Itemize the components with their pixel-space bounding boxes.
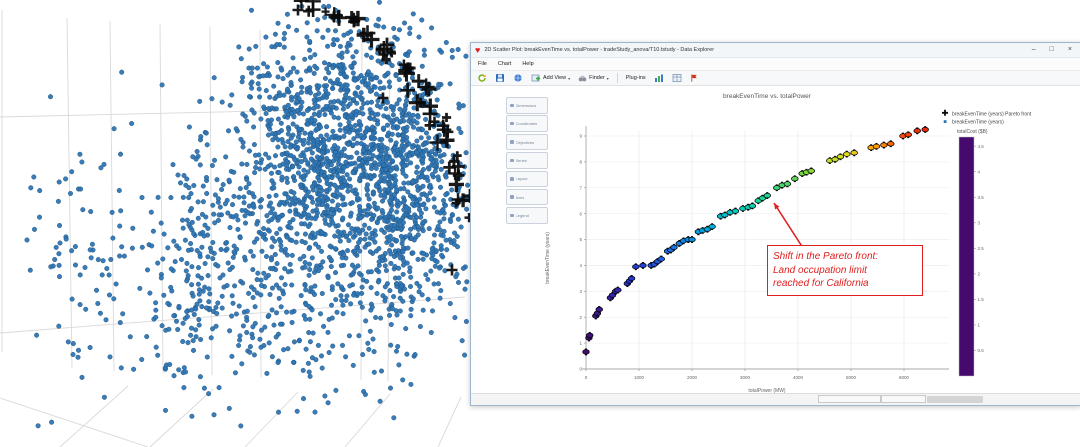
svg-text:1.5: 1.5: [978, 297, 985, 302]
svg-text:0: 0: [585, 375, 588, 380]
svg-text:0.5: 0.5: [978, 348, 985, 353]
svg-text:2000: 2000: [687, 375, 698, 380]
svg-text:2: 2: [579, 315, 582, 320]
bar-chart-icon: [654, 74, 663, 82]
table-icon: [672, 74, 682, 82]
plug-ins-button[interactable]: Plug-ins: [625, 75, 646, 81]
svg-text:2: 2: [978, 271, 981, 276]
layout-icon: [510, 177, 514, 181]
y-axis-label: breakEvenTime (years): [545, 232, 551, 284]
window-title: 2D Scatter Plot: breakEvenTime vs. total…: [484, 47, 715, 53]
sidebar-button-series[interactable]: Series: [506, 152, 548, 169]
sidebar-button-layout[interactable]: Layout: [506, 170, 548, 188]
svg-text:4: 4: [978, 169, 981, 174]
svg-text:6: 6: [579, 211, 582, 216]
legend-label-pareto: breakEvenTime (years) Pareto front: [952, 112, 1032, 118]
chevron-down-icon: ▾: [568, 75, 571, 81]
flag-tool-button[interactable]: [688, 72, 701, 84]
flag-icon: [690, 74, 697, 82]
svg-text:3: 3: [579, 289, 582, 294]
svg-text:3: 3: [978, 220, 981, 225]
close-button[interactable]: ×: [1067, 46, 1072, 53]
statusbar: [471, 393, 1080, 405]
svg-text:5000: 5000: [846, 375, 857, 380]
dimensions-icon: [510, 103, 514, 107]
table-tool-button[interactable]: [670, 72, 684, 84]
data-explorer-window: ♥ 2D Scatter Plot: breakEvenTime vs. tot…: [470, 42, 1080, 406]
toolbar-separator: [616, 73, 618, 83]
refresh-button[interactable]: [475, 72, 489, 84]
chart-tool-button[interactable]: [652, 72, 666, 84]
scrollbar-thumb[interactable]: [927, 396, 983, 403]
app-logo-heart-icon: ♥: [475, 44, 481, 55]
maximize-button[interactable]: □: [1049, 46, 1054, 53]
sidebar-button-objectives[interactable]: Objectives: [506, 133, 548, 151]
objectives-icon: [510, 140, 514, 144]
colorbar-label: totalCost ($B): [957, 129, 988, 135]
pareto-shift-annotation[interactable]: Shift in the Pareto front: Land occupati…: [767, 245, 923, 296]
menu-help[interactable]: Help: [522, 61, 534, 67]
globe-icon: [514, 74, 522, 82]
scatter-2d-chart[interactable]: 0 1000 2000 3000 4000 5000 6000 0 1 2 3 4 5 6 7 8 9 0.5 1 1…: [471, 86, 1080, 397]
svg-text:1000: 1000: [634, 375, 645, 380]
svg-text:4: 4: [579, 263, 582, 268]
sidebar-button-dimensions[interactable]: Dimensions: [506, 97, 548, 114]
sidebar-button-coordinates[interactable]: Coordinates: [506, 115, 548, 132]
svg-text:4000: 4000: [793, 375, 804, 380]
menu-chart[interactable]: Chart: [497, 61, 512, 67]
chart-settings-sidebar: Dimensions Coordinates Objectives Series…: [506, 97, 548, 226]
svg-text:1: 1: [978, 323, 981, 328]
statusbar-cell: [818, 395, 881, 403]
svg-text:0: 0: [579, 367, 582, 372]
save-icon: [496, 74, 504, 82]
svg-text:1: 1: [579, 341, 582, 346]
sidebar-button-axes[interactable]: Axes: [506, 188, 548, 206]
x-axis-label: totalPower (MW): [748, 388, 786, 394]
refresh-icon: [478, 74, 486, 82]
svg-text:5: 5: [579, 237, 582, 242]
svg-text:2.5: 2.5: [978, 246, 985, 251]
save-button[interactable]: [493, 72, 507, 84]
sidebar-button-legend[interactable]: Legend: [506, 207, 548, 224]
svg-text:3000: 3000: [740, 375, 751, 380]
menubar: File Chart Help: [471, 58, 1080, 71]
titlebar[interactable]: ♥ 2D Scatter Plot: breakEvenTime vs. tot…: [471, 43, 1080, 58]
svg-text:3.5: 3.5: [978, 195, 985, 200]
scatter-3d-plot: [0, 0, 470, 447]
legend-label-series: breakEvenTime (years): [952, 120, 1004, 126]
statusbar-cell: [881, 395, 926, 403]
finder-button[interactable]: Finder ▾: [576, 73, 611, 84]
svg-text:9: 9: [579, 134, 582, 139]
toolbar: Add View ▾ Finder ▾ Plug-ins: [471, 71, 1080, 86]
add-view-icon: [531, 74, 540, 82]
add-view-button[interactable]: Add View ▾: [529, 72, 572, 84]
svg-text:8: 8: [579, 159, 582, 164]
view-button[interactable]: [511, 72, 525, 84]
chart-title: breakEvenTime vs. totalPower: [723, 93, 812, 100]
svg-text:6000: 6000: [899, 375, 910, 380]
svg-text:7: 7: [579, 185, 582, 190]
series-icon: [510, 158, 514, 163]
coordinates-icon: [510, 121, 514, 126]
legend-icon: [510, 213, 514, 218]
finder-icon: [578, 75, 587, 81]
menu-file[interactable]: File: [478, 61, 487, 67]
svg-text:4.5: 4.5: [978, 144, 985, 149]
minimize-button[interactable]: –: [1031, 46, 1036, 53]
chevron-down-icon: ▾: [606, 75, 609, 81]
chart-panel: 0 1000 2000 3000 4000 5000 6000 0 1 2 3 4 5 6 7 8 9 0.5 1 1…: [471, 86, 1080, 394]
axes-icon: [510, 195, 514, 199]
